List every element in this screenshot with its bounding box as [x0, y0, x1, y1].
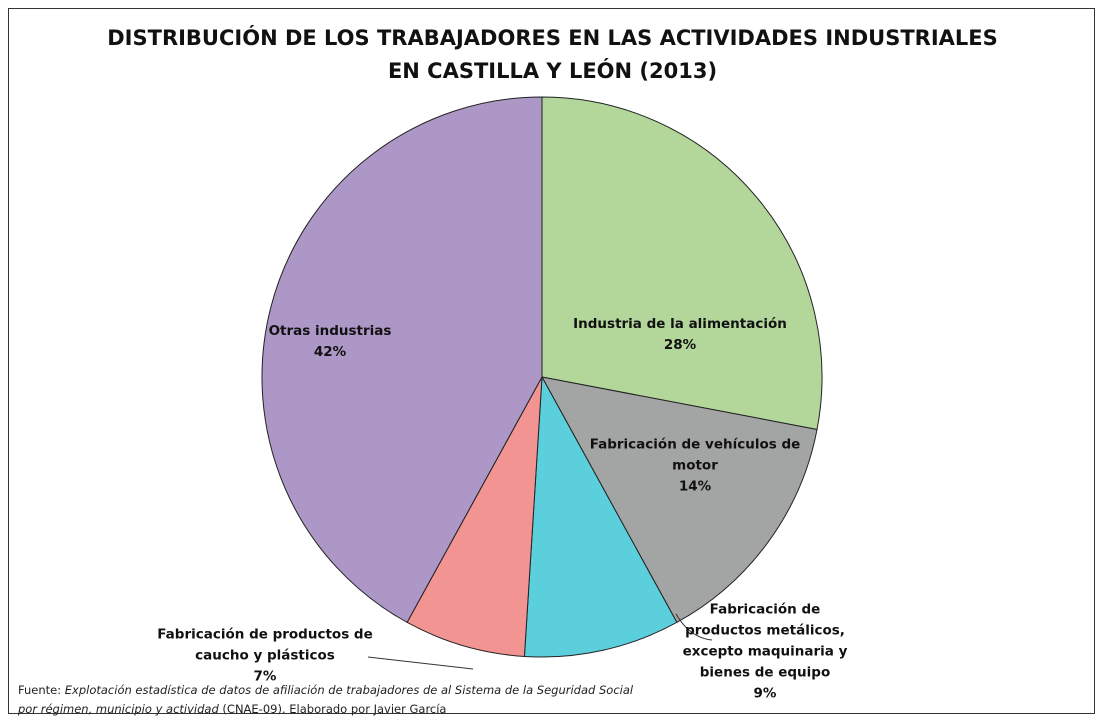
slice-value: 28% — [663, 337, 697, 353]
source-work: Explotación estadística de datos de afil… — [18, 683, 634, 716]
pie-slice — [523, 375, 678, 658]
slice-value: 14% — [678, 478, 712, 495]
slice-label: Industria de la alimentación 28% — [555, 314, 805, 356]
pie-slice — [541, 376, 818, 624]
pie-slice — [406, 376, 543, 657]
source-label: Fuente: — [18, 683, 62, 697]
slice-name: Fabricación de productos metálicos, exce… — [682, 601, 848, 681]
pie-slice — [261, 96, 543, 624]
slice-label: Fabricación de productos metálicos, exce… — [680, 600, 850, 705]
slice-label: Fabricación de productos de caucho y plá… — [150, 625, 380, 688]
slice-label: Otras industrias 42% — [230, 321, 430, 363]
slice-label: Fabricación de vehículos de motor 14% — [580, 435, 810, 498]
leader-line — [675, 613, 713, 641]
chart-frame — [8, 8, 1095, 714]
slice-name: Fabricación de vehículos de motor — [589, 436, 801, 474]
slice-value: 9% — [753, 685, 777, 702]
leader-line — [367, 656, 474, 670]
slice-name: Otras industrias — [268, 323, 392, 339]
slice-value: 7% — [253, 668, 277, 685]
source-rest: (CNAE-09). Elaborado por Javier García — [222, 702, 447, 716]
slice-name: Fabricación de productos de caucho y plá… — [157, 626, 373, 664]
chart-title: DISTRIBUCIÓN DE LOS TRABAJADORES EN LAS … — [107, 26, 998, 83]
source-note: Fuente: Explotación estadística de datos… — [18, 681, 648, 719]
slice-name: Industria de la alimentación — [573, 316, 787, 332]
pie-slice — [541, 96, 823, 431]
slice-value: 42% — [313, 344, 347, 360]
